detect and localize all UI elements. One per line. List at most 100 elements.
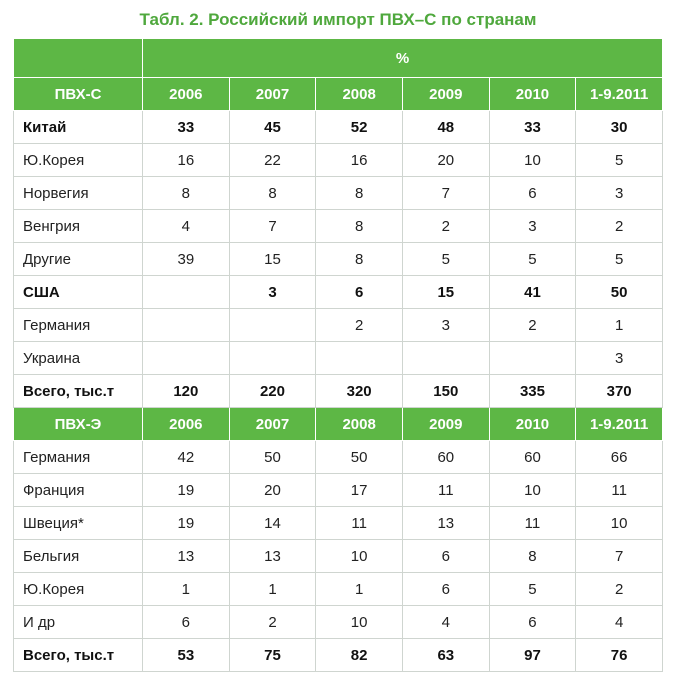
value-cell: 30 [575,110,663,144]
value-cell [489,341,577,375]
value-cell: 7 [575,539,663,573]
value-cell: 53 [142,638,230,672]
value-cell: 2 [229,605,317,639]
value-cell: 2 [575,209,663,243]
value-cell: 5 [489,572,577,606]
value-cell: 4 [402,605,490,639]
country-cell: Китай [13,110,143,144]
percent-header-row: % [13,38,663,78]
value-cell: 3 [229,275,317,309]
table-row: Другие 39 15 8 5 5 5 [13,242,663,276]
value-cell: 6 [489,605,577,639]
value-cell: 120 [142,374,230,408]
country-cell: Франция [13,473,143,507]
section-label: ПВХ-С [13,77,143,111]
value-cell: 8 [489,539,577,573]
value-cell: 10 [315,539,403,573]
value-cell: 39 [142,242,230,276]
value-cell: 6 [402,572,490,606]
value-cell: 52 [315,110,403,144]
country-cell: Германия [13,440,143,474]
country-cell: Германия [13,308,143,342]
value-cell: 13 [142,539,230,573]
value-cell: 60 [402,440,490,474]
country-cell: И др [13,605,143,639]
value-cell: 3 [402,308,490,342]
value-cell: 6 [402,539,490,573]
year-header: 2006 [142,77,230,111]
value-cell: 1 [315,572,403,606]
table-row: Ю.Корея 16 22 16 20 10 5 [13,143,663,177]
country-cell: США [13,275,143,309]
value-cell: 4 [575,605,663,639]
value-cell: 63 [402,638,490,672]
value-cell: 48 [402,110,490,144]
year-header: 2007 [228,407,317,441]
section-label: ПВХ-Э [13,407,143,441]
table-row: Германия 42 50 50 60 60 66 [13,440,663,474]
value-cell [402,341,490,375]
value-cell: 11 [489,506,577,540]
value-cell: 13 [229,539,317,573]
value-cell: 6 [489,176,577,210]
country-cell: Швеция* [13,506,143,540]
value-cell [142,275,230,309]
value-cell: 8 [315,209,403,243]
value-cell: 8 [229,176,317,210]
country-cell: Норвегия [13,176,143,210]
value-cell: 33 [489,110,577,144]
value-cell: 150 [402,374,490,408]
year-header: 2010 [488,407,577,441]
value-cell: 42 [142,440,230,474]
country-cell: Венгрия [13,209,143,243]
value-cell: 19 [142,506,230,540]
country-cell: Ю.Корея [13,572,143,606]
year-header: 2009 [401,77,490,111]
country-cell: Всего, тыс.т [13,374,143,408]
value-cell: 10 [489,143,577,177]
value-cell: 2 [489,308,577,342]
country-cell: Бельгия [13,539,143,573]
value-cell: 5 [489,242,577,276]
value-cell: 8 [142,176,230,210]
year-header: 1-9.2011 [575,77,663,111]
import-table: % ПВХ-С 2006 2007 2008 2009 2010 1-9.2011 Китай… [13,38,663,672]
value-cell: 1 [142,572,230,606]
table-row: Бельгия 13 13 10 6 8 7 [13,539,663,573]
value-cell: 41 [489,275,577,309]
value-cell: 5 [575,143,663,177]
value-cell: 2 [402,209,490,243]
value-cell: 16 [142,143,230,177]
value-cell: 8 [315,242,403,276]
table-row: Ю.Корея 1 1 1 6 5 2 [13,572,663,606]
value-cell [142,308,230,342]
value-cell: 4 [142,209,230,243]
table-row: Всего, тыс.т 53 75 82 63 97 76 [13,638,663,672]
value-cell: 2 [575,572,663,606]
year-header: 2008 [315,407,403,441]
value-cell: 335 [489,374,577,408]
table-row: Китай 33 45 52 48 33 30 [13,110,663,144]
value-cell: 76 [575,638,663,672]
value-cell: 6 [315,275,403,309]
value-cell: 50 [315,440,403,474]
value-cell: 11 [575,473,663,507]
value-cell [229,341,317,375]
table-row: Франция 19 20 17 11 10 11 [13,473,663,507]
value-cell: 22 [229,143,317,177]
value-cell: 10 [575,506,663,540]
value-cell: 15 [402,275,490,309]
year-header: 2006 [142,407,230,441]
value-cell: 320 [315,374,403,408]
value-cell: 13 [402,506,490,540]
country-cell: Ю.Корея [13,143,143,177]
year-header: 2008 [315,77,403,111]
value-cell: 60 [489,440,577,474]
value-cell: 5 [575,242,663,276]
value-cell: 50 [575,275,663,309]
value-cell: 33 [142,110,230,144]
value-cell: 3 [575,341,663,375]
value-cell: 14 [229,506,317,540]
value-cell: 16 [315,143,403,177]
value-cell [315,341,403,375]
